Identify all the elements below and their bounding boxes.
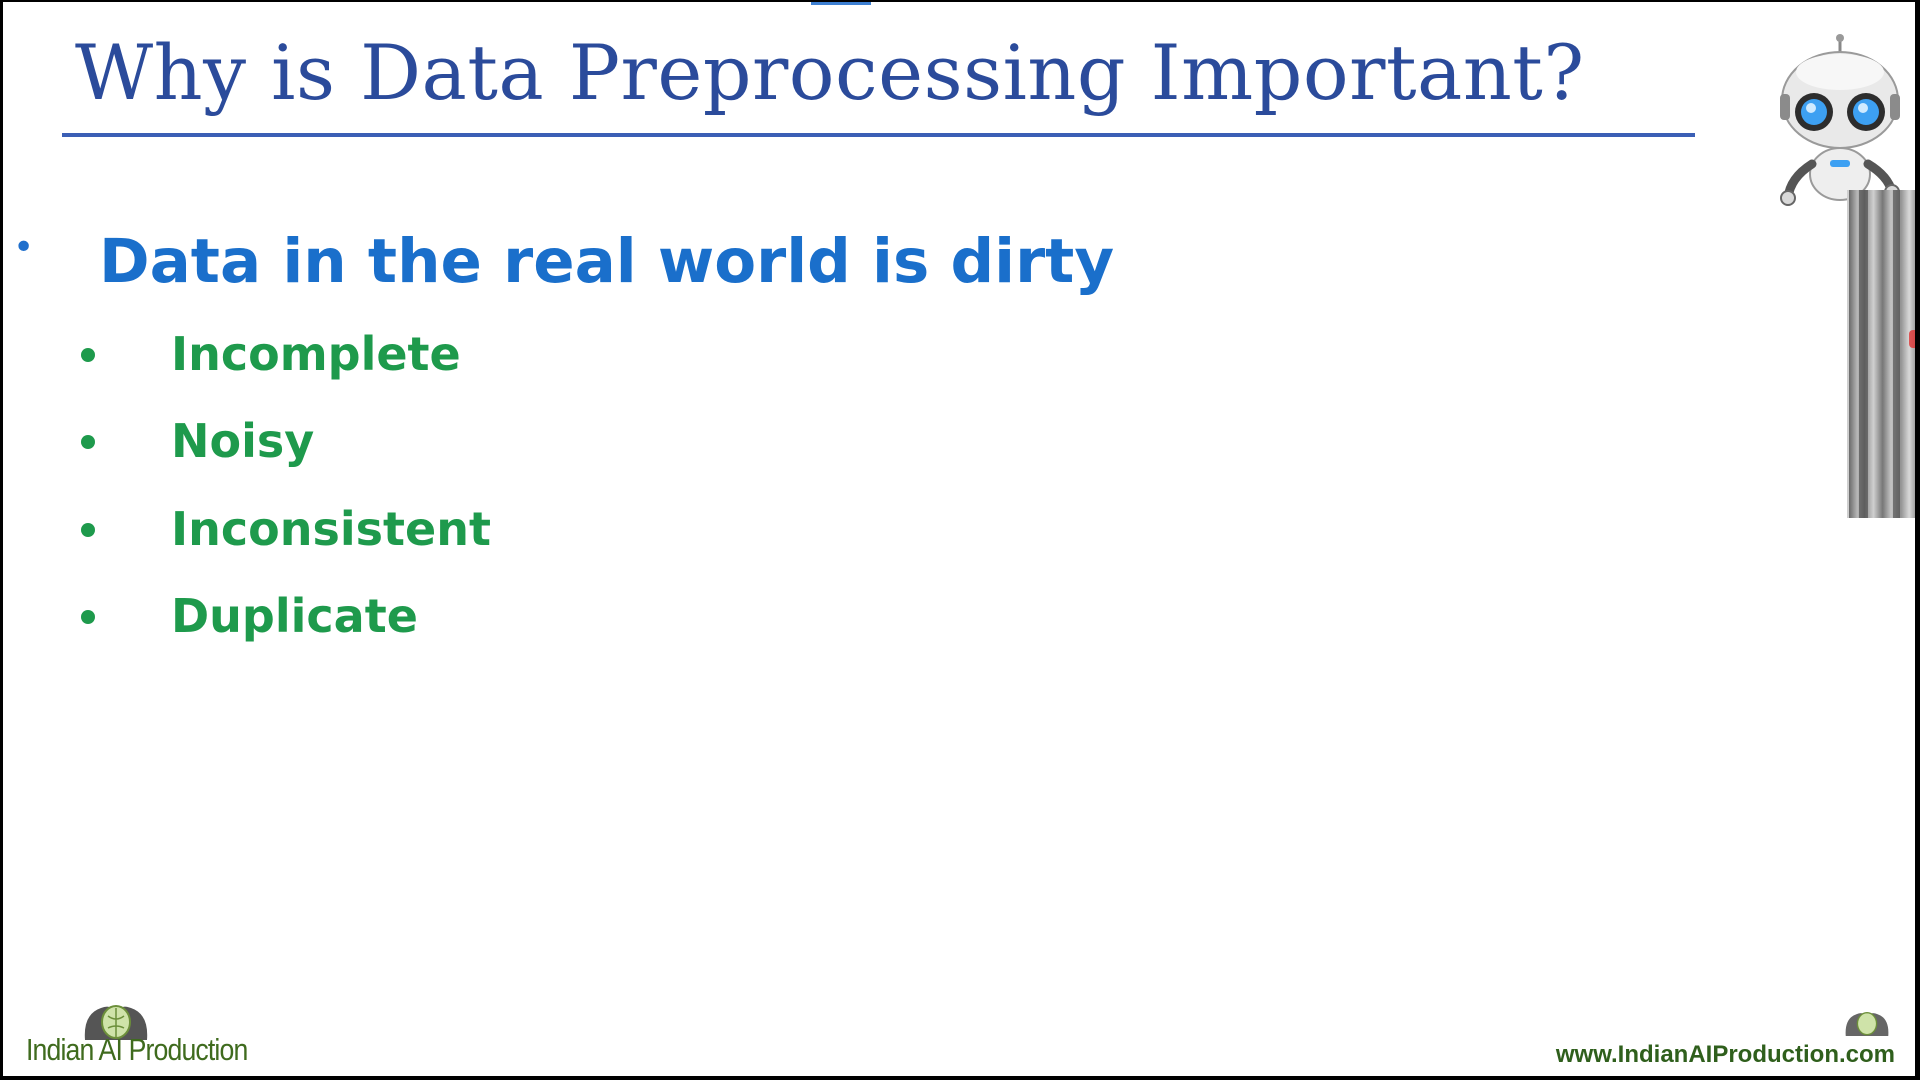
sub-point-text: Incomplete [171, 327, 461, 381]
presenter-video-inset [1847, 190, 1915, 518]
robot-mascot-icon [1780, 34, 1900, 206]
title-underline [62, 133, 1695, 137]
slide-title: Why is Data Preprocessing Important? [75, 28, 1585, 117]
bullet-dot [81, 435, 95, 449]
sub-point-text: Duplicate [171, 589, 418, 643]
website-url[interactable]: www.IndianAIProduction.com [1555, 1041, 1895, 1068]
main-bullet-dot: • [13, 227, 35, 268]
main-point: Data in the real world is dirty [99, 226, 1115, 297]
sub-point-text: Noisy [171, 414, 315, 468]
brain-heads-logo-icon [84, 1005, 148, 1040]
bullet-dot [81, 523, 95, 537]
bullet-dot [81, 610, 95, 624]
top-accent-bar [811, 2, 871, 5]
bullet-dot [81, 348, 95, 362]
brand-name: Indian AI Production [26, 1032, 248, 1067]
brain-heads-logo-icon [1845, 1012, 1889, 1037]
sub-point-text: Inconsistent [171, 502, 491, 556]
presentation-slide: Why is Data Preprocessing Important? • D… [3, 2, 1915, 1076]
